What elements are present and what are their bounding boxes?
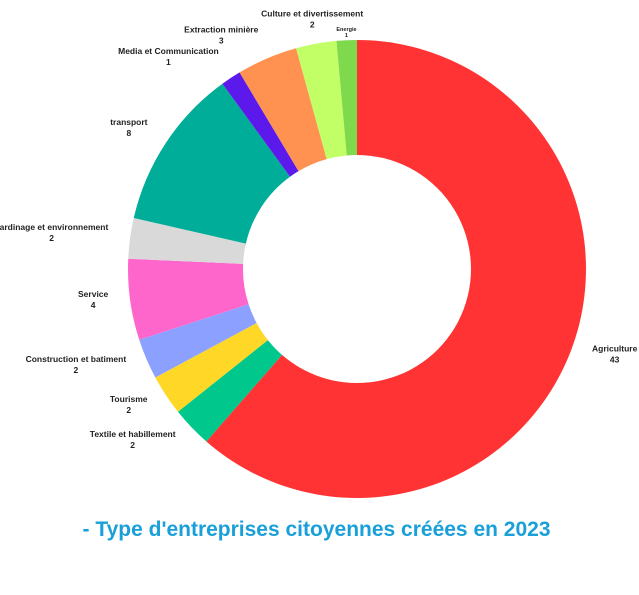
slice-label-agriculture: Agriculture [592,344,638,354]
chart-caption: - Type d'entreprises citoyennes créées e… [82,518,551,541]
slice-value-textile-et-habillement: 2 [130,440,135,450]
slice-agriculture [206,40,586,498]
slice-value-energie: 1 [345,33,348,39]
slice-value-transport: 8 [126,128,131,138]
slice-label-culture-et-divertissement: Culture et divertissement [261,9,363,19]
slice-media-et-communication [222,72,299,177]
slice-label-media-et-communication: Media et Communication [118,46,219,56]
slice-value-extraction-miniere: 3 [219,36,224,46]
slice-label-extraction-miniere: Extraction minière [184,25,258,35]
slice-value-tourisme: 2 [126,405,131,415]
slice-value-media-et-communication: 1 [166,57,171,67]
slice-value-culture-et-divertissement: 2 [310,20,315,30]
slice-value-agriculture: 43 [610,355,620,365]
slice-label-energie: Energie [336,27,356,33]
slice-label-jardinage-et-environnement: Jardinage et environnement [0,222,108,232]
slice-transport [133,83,290,244]
slice-label-textile-et-habillement: Textile et habillement [90,429,176,439]
donut-slices [128,40,586,498]
slice-culture-et-divertissement [296,40,347,160]
slice-value-service: 4 [91,300,96,310]
slice-label-tourisme: Tourisme [110,394,148,404]
slice-jardinage-et-environnement [128,218,246,264]
slice-label-transport: transport [110,117,147,127]
slice-textile-et-habillement [177,340,282,442]
slice-tourisme [155,323,268,412]
slice-value-construction-et-batiment: 2 [74,365,79,375]
slice-service [128,258,249,340]
slice-construction-et-batiment [139,304,257,378]
slice-extraction-miniere [239,48,327,172]
slice-energie [336,40,357,156]
slice-label-construction-et-batiment: Construction et batiment [26,354,127,364]
slice-value-jardinage-et-environnement: 2 [49,233,54,243]
slice-label-service: Service [78,289,109,299]
